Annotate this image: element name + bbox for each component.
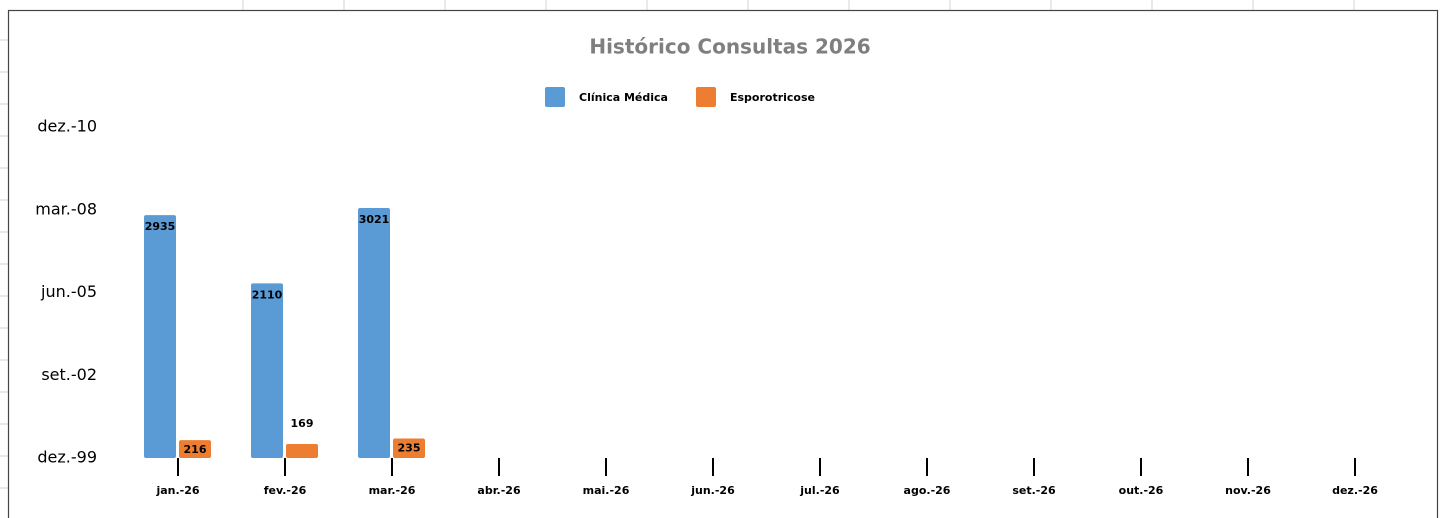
data-label: 3021: [359, 213, 390, 226]
bar: [179, 440, 211, 458]
x-tick-label: dez.-26: [1332, 484, 1378, 497]
x-tick-label: abr.-26: [477, 484, 521, 497]
x-tick-label: jan.-26: [155, 484, 199, 497]
x-tick-label: mar.-26: [369, 484, 416, 497]
y-tick-label: mar.-08: [35, 199, 97, 218]
bar: [358, 208, 390, 458]
chart-title: Histórico Consultas 2026: [589, 35, 870, 59]
data-label: 2935: [145, 220, 176, 233]
bar: [251, 283, 283, 458]
chart-area: [7, 9, 1439, 518]
x-tick-label: set.-26: [1012, 484, 1056, 497]
y-tick-label: dez.-99: [37, 448, 97, 467]
legend-swatch: [695, 87, 716, 107]
data-label: 2110: [252, 288, 283, 301]
legend-label: Esporotricose: [730, 91, 815, 104]
x-tick-label: jun.-26: [690, 484, 735, 497]
y-tick-label: jun.-05: [40, 282, 97, 301]
x-tick-label: ago.-26: [904, 484, 951, 497]
legend-label: Clínica Médica: [579, 91, 668, 104]
x-tick-label: mai.-26: [583, 484, 630, 497]
data-label: 235: [398, 442, 421, 455]
bar: [393, 438, 425, 458]
bar: [144, 215, 176, 458]
y-tick-label: dez.-10: [37, 117, 97, 136]
data-label: 169: [291, 417, 314, 430]
x-tick-label: fev.-26: [264, 484, 307, 497]
x-tick-label: jul.-26: [799, 484, 840, 497]
data-label: 216: [184, 443, 207, 456]
bar: [286, 444, 318, 458]
legend-swatch: [545, 87, 565, 107]
y-tick-label: set.-02: [41, 365, 97, 384]
x-tick-label: nov.-26: [1225, 484, 1271, 497]
sheet-grid: [0, 0, 1355, 489]
x-tick-label: out.-26: [1119, 484, 1164, 497]
